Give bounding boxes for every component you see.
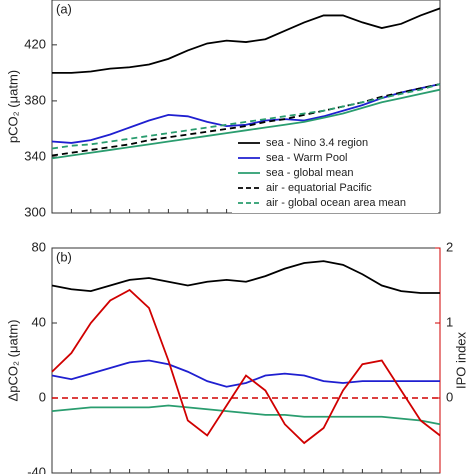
panel-label: (b): [56, 249, 72, 264]
legend-box: [232, 134, 438, 213]
y2-tick-label: 1: [446, 314, 453, 329]
y-tick-label: 80: [32, 239, 46, 254]
series-line: [51, 404, 441, 426]
series-line: [51, 88, 441, 160]
legend-label: air - global ocean area mean: [266, 197, 406, 209]
y-tick-label: 0: [39, 389, 46, 404]
series-line: [52, 7, 441, 74]
y-tick-label: -40: [27, 464, 46, 474]
legend-label: sea - Nino 3.4 region: [266, 137, 368, 149]
panel-label: (a): [56, 1, 72, 16]
y-tick-label: 340: [24, 148, 46, 163]
y-axis-label: ΔpCO₂ (μatm): [5, 320, 20, 402]
y-tick-label: 420: [24, 36, 46, 51]
y-axis-label: pCO₂ (μatm): [5, 70, 20, 143]
series-line: [51, 260, 440, 294]
series-line: [51, 288, 441, 445]
y2-axis-label: IPO index: [453, 331, 468, 389]
legend-label: air - equatorial Pacific: [266, 182, 372, 194]
series-line: [51, 359, 440, 388]
series-line: [51, 83, 441, 144]
y2-tick-label: 2: [446, 239, 453, 254]
y2-tick-label: 0: [446, 389, 453, 404]
series-line: [51, 83, 441, 157]
legend-label: sea - global mean: [266, 167, 353, 179]
legend-label: sea - Warm Pool: [266, 152, 348, 164]
y-tick-label: 300: [24, 204, 46, 219]
y-tick-label: 380: [24, 92, 46, 107]
series-line: [51, 83, 441, 150]
y-tick-label: 40: [32, 314, 46, 329]
